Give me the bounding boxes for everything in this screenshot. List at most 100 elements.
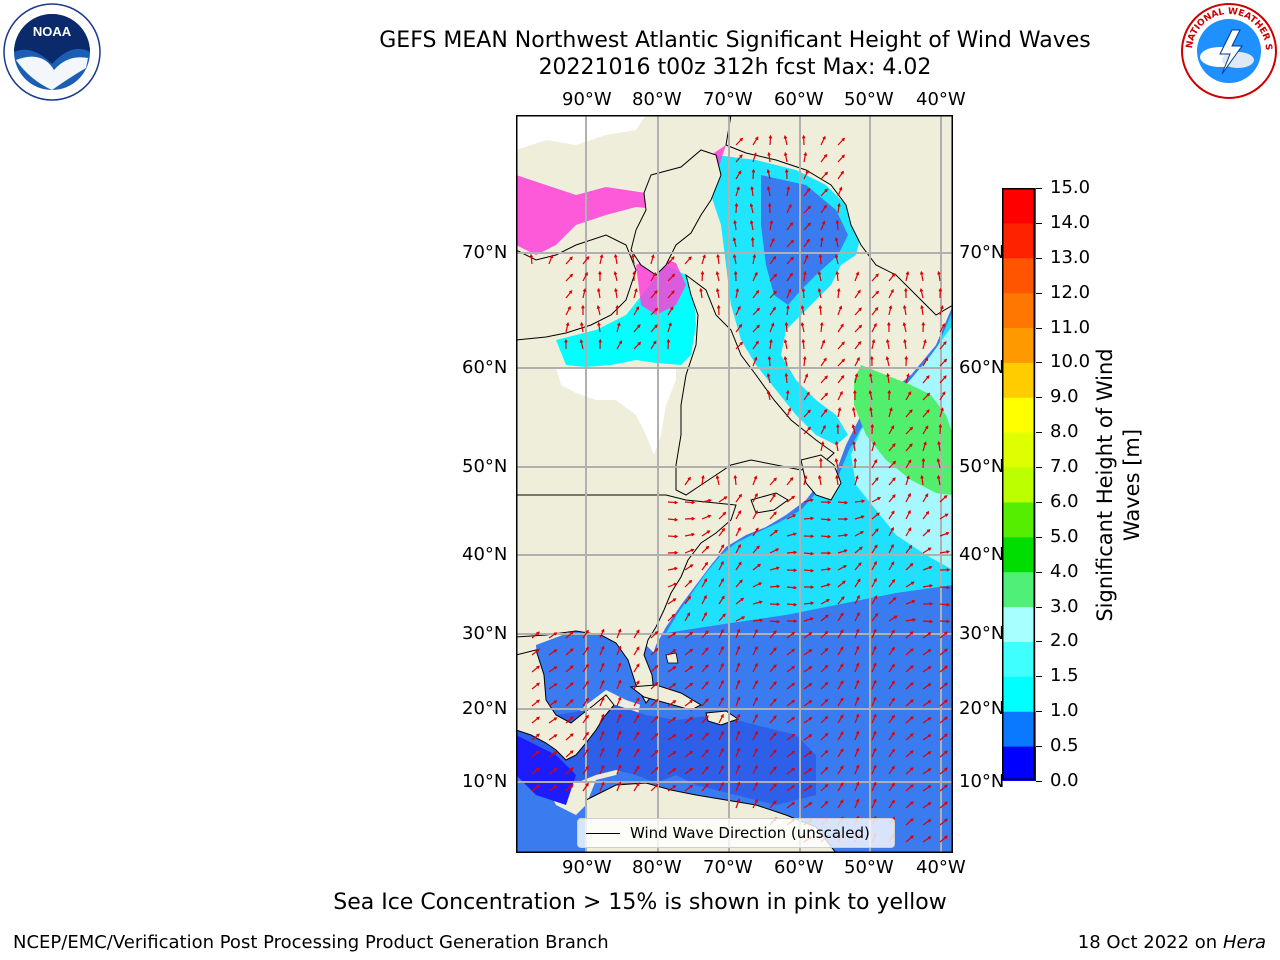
- wave-direction-arrow: [752, 545, 760, 554]
- wave-direction-arrowhead: [689, 665, 694, 670]
- wave-direction-arrow: [888, 766, 895, 775]
- wave-direction-arrowhead: [672, 666, 677, 670]
- wave-direction-arrow: [784, 357, 788, 367]
- wave-direction-arrowhead: [840, 697, 844, 701]
- wave-direction-arrow: [633, 664, 640, 673]
- wave-direction-arrow: [803, 632, 812, 639]
- wave-direction-arrowhead: [843, 565, 848, 569]
- wave-direction-arrow: [820, 599, 830, 605]
- wave-direction-arrow: [786, 496, 795, 503]
- wave-direction-arrowhead: [720, 577, 724, 582]
- wave-direction-arrowhead: [844, 533, 849, 537]
- wave-direction-arrowhead: [601, 662, 605, 667]
- colorbar-tick-mark: [1036, 606, 1042, 608]
- wave-direction-arrow: [871, 477, 879, 486]
- wave-direction-arrow: [922, 683, 931, 690]
- wave-direction-arrowhead: [720, 544, 725, 548]
- wave-direction-arrow: [786, 222, 793, 231]
- wave-direction-arrowhead: [672, 768, 677, 772]
- wave-direction-arrow: [937, 476, 941, 486]
- wave-direction-arrowhead: [654, 647, 659, 652]
- colorbar-tick-mark: [1036, 676, 1042, 678]
- wave-direction-arrow: [582, 766, 589, 775]
- wave-direction-arrowhead: [536, 648, 540, 652]
- wave-direction-arrow: [684, 700, 693, 707]
- wave-direction-arrow: [802, 288, 805, 299]
- wave-direction-arrowhead: [824, 647, 829, 652]
- wave-direction-arrow: [922, 649, 931, 656]
- wave-direction-arrowhead: [553, 632, 558, 636]
- wave-direction-arrow: [616, 697, 621, 707]
- wave-direction-arrow: [786, 477, 794, 486]
- wave-direction-arrowhead: [635, 306, 640, 310]
- wave-direction-arrowhead: [927, 649, 932, 653]
- wave-direction-arrow: [803, 239, 810, 248]
- wave-direction-arrow: [701, 715, 709, 724]
- wave-direction-arrow: [599, 697, 605, 707]
- wave-direction-arrow: [684, 768, 693, 775]
- wave-direction-arrowhead: [926, 392, 931, 397]
- wave-direction-arrow: [548, 700, 557, 707]
- wave-direction-arrow: [803, 222, 811, 231]
- wave-direction-arrowhead: [823, 408, 828, 413]
- wave-direction-arrowhead: [856, 356, 860, 361]
- wave-direction-arrow: [582, 647, 589, 656]
- svg-text:NOAA: NOAA: [33, 24, 72, 39]
- wave-direction-arrow: [905, 665, 914, 673]
- wave-direction-arrowhead: [824, 715, 829, 720]
- wave-direction-arrow: [820, 767, 828, 775]
- wave-direction-arrowhead: [773, 766, 777, 770]
- wave-direction-arrow: [905, 476, 910, 486]
- wave-direction-arrowhead: [837, 287, 841, 292]
- wave-direction-arrow: [769, 135, 772, 146]
- wave-direction-arrow: [616, 680, 621, 690]
- colorbar-tick-label: 1.0: [1050, 700, 1079, 722]
- wave-direction-arrow: [565, 256, 573, 265]
- wave-direction-arrowhead: [553, 785, 558, 789]
- wave-direction-arrowhead: [536, 631, 540, 635]
- wave-direction-arrowhead: [637, 341, 642, 346]
- wave-direction-arrowhead: [937, 440, 941, 445]
- wave-direction-arrow: [888, 664, 895, 673]
- wave-direction-arrow: [905, 545, 912, 554]
- wave-direction-arrowhead: [793, 602, 798, 607]
- wave-direction-arrow: [939, 391, 946, 401]
- lat-label-right: 60°N: [959, 357, 1005, 378]
- wave-direction-arrowhead: [856, 764, 860, 769]
- wave-direction-arrowhead: [840, 612, 844, 617]
- wave-direction-arrowhead: [585, 697, 589, 702]
- wave-direction-arrow: [701, 271, 704, 282]
- wave-direction-arrow: [718, 613, 726, 622]
- wave-direction-arrowhead: [856, 679, 860, 684]
- colorbar-segment: [1002, 536, 1036, 573]
- wave-direction-arrow: [871, 663, 877, 673]
- wave-direction-arrowhead: [715, 271, 720, 275]
- wave-direction-arrow: [905, 699, 914, 707]
- wave-direction-arrow: [718, 714, 724, 724]
- wave-direction-arrowhead: [886, 372, 890, 377]
- wave-direction-arrowhead: [736, 764, 741, 769]
- wave-direction-arrow: [888, 615, 897, 622]
- wave-direction-arrowhead: [584, 271, 588, 276]
- lon-label-top: 80°W: [632, 89, 682, 110]
- wave-direction-arrow: [650, 290, 658, 299]
- wave-direction-arrow: [854, 731, 859, 741]
- wave-direction-arrow: [718, 680, 724, 690]
- wave-direction-arrowhead: [946, 602, 951, 607]
- wave-direction-arrow: [820, 568, 831, 571]
- wave-direction-arrow: [939, 716, 948, 724]
- wave-direction-arrowhead: [671, 273, 676, 278]
- wave-direction-arrowhead: [672, 734, 677, 738]
- wave-direction-arrow: [837, 800, 844, 809]
- wave-direction-arrow: [718, 596, 725, 605]
- wave-direction-arrow: [684, 256, 692, 265]
- wave-direction-arrow: [871, 307, 879, 316]
- wave-direction-arrow: [922, 393, 930, 401]
- wave-direction-arrowhead: [720, 781, 724, 786]
- wave-direction-arrowhead: [891, 629, 895, 634]
- wave-direction-arrow: [684, 649, 693, 656]
- wave-direction-arrow: [667, 256, 675, 265]
- wave-direction-arrow: [786, 533, 796, 537]
- wave-direction-arrow: [803, 374, 808, 384]
- wave-direction-arrowhead: [875, 477, 879, 481]
